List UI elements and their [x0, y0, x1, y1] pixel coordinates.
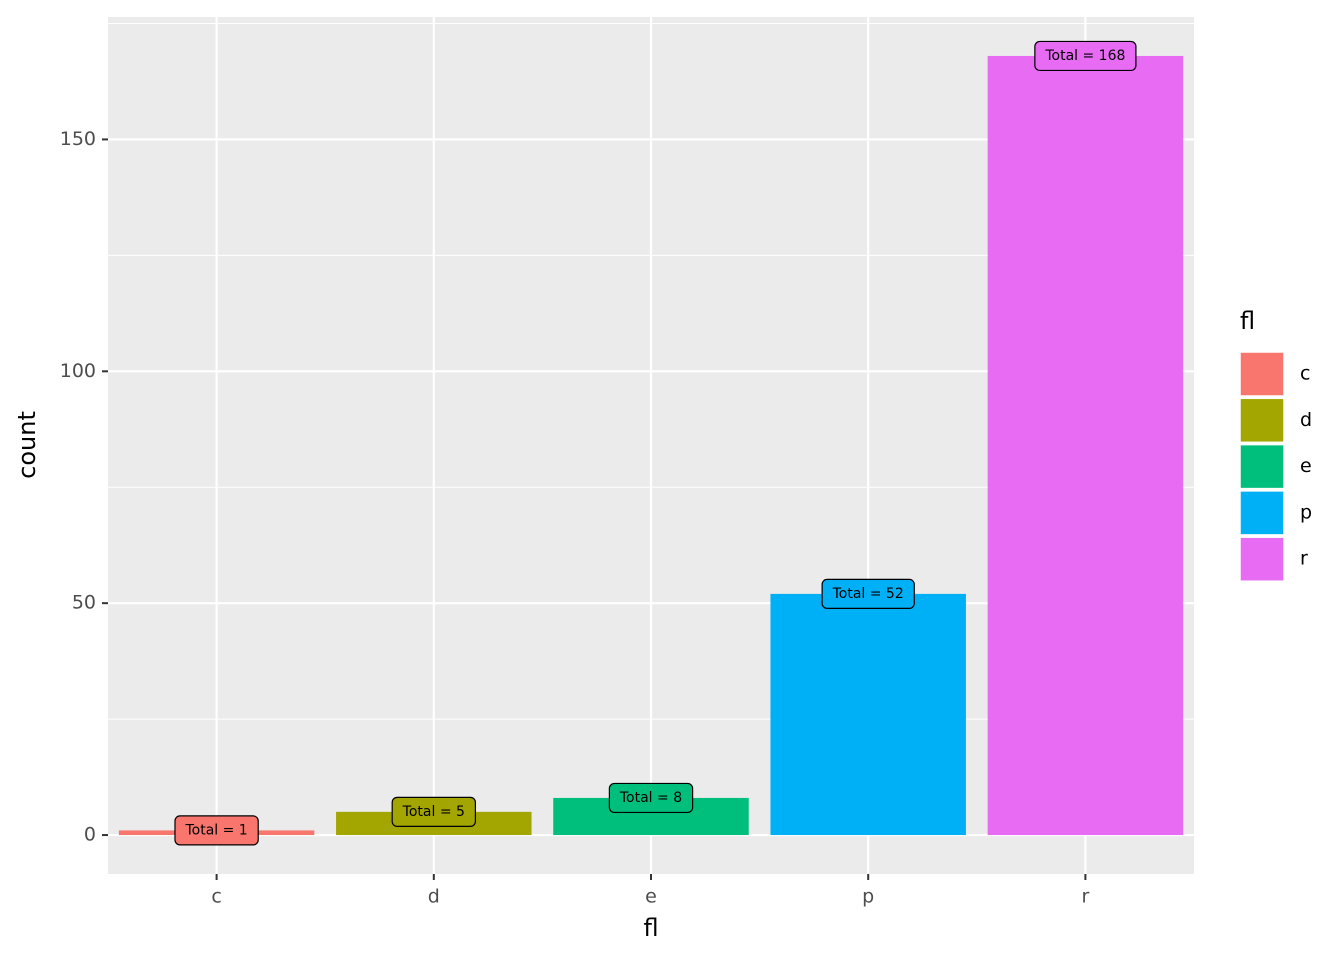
y-tick-label: 50: [72, 592, 96, 614]
legend-key: [1239, 351, 1285, 397]
x-tick-label: r: [1081, 886, 1089, 908]
data-label-text: Total = 5: [402, 804, 465, 820]
data-label-box: [821, 578, 915, 609]
data-label: Total = 168: [1034, 40, 1137, 72]
legend-label: d: [1300, 409, 1312, 431]
data-label-text: Total = 168: [1044, 48, 1125, 64]
data-label: Total = 8: [608, 782, 694, 814]
legend-key: [1239, 490, 1285, 536]
data-label-text: Total = 1: [184, 822, 247, 838]
data-label: Total = 1: [174, 815, 259, 846]
x-tick-label: p: [862, 886, 874, 908]
legend-label: p: [1300, 501, 1312, 523]
y-axis-title: count: [13, 411, 41, 479]
y-tick-label: 0: [84, 824, 96, 846]
y-tick-label: 100: [60, 360, 96, 382]
y-tick-label: 150: [60, 128, 96, 150]
x-tick-label: c: [211, 886, 221, 908]
x-axis-title: fl: [643, 914, 658, 942]
data-label: Total = 52: [821, 578, 915, 609]
data-label-box: [391, 796, 477, 827]
data-label: Total = 5: [391, 796, 477, 827]
bar: [770, 593, 966, 836]
legend-key: [1239, 536, 1285, 582]
data-label-text: Total = 8: [619, 790, 682, 806]
legend-label: r: [1300, 548, 1308, 570]
data-label-text: Total = 52: [832, 586, 904, 602]
data-label-box: [608, 782, 694, 814]
x-tick-label: e: [645, 886, 657, 908]
legend-label: c: [1300, 363, 1310, 385]
data-label-box: [1034, 40, 1137, 72]
legend-key: [1239, 443, 1285, 490]
legend-key: [1239, 397, 1285, 444]
data-label-box: [174, 815, 259, 846]
x-tick-label: d: [428, 886, 440, 908]
bar: [987, 55, 1184, 836]
legend-title: fl: [1240, 307, 1255, 335]
legend-label: e: [1300, 455, 1312, 477]
